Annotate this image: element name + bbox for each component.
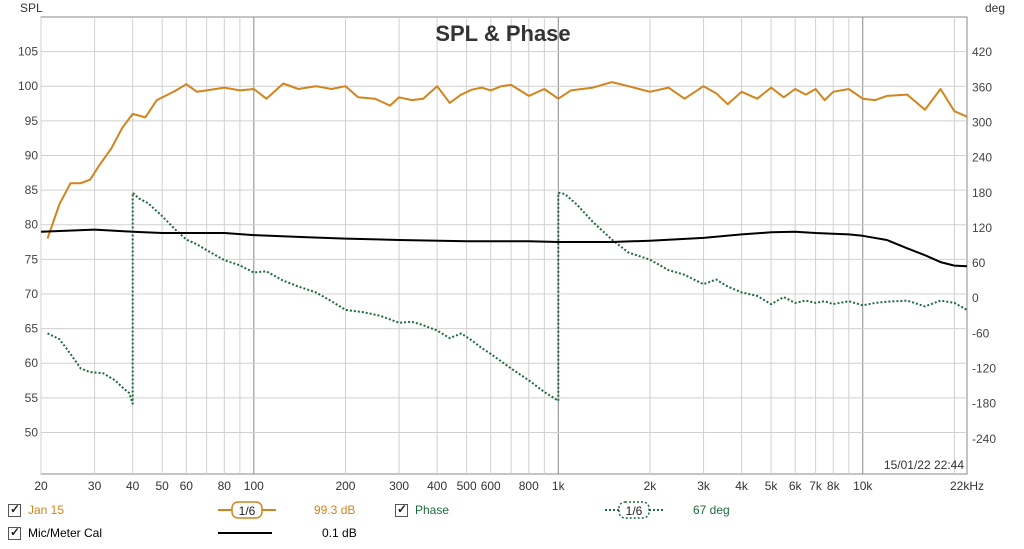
right-tick-label: 120: [972, 221, 992, 235]
x-tick-label: 100: [244, 479, 264, 493]
left-tick-label: 70: [25, 287, 39, 301]
legend-row-jan15: ✓ Jan 15 1/6 99.3 dB ✓ Phase 1/6 67 deg: [0, 500, 1024, 522]
left-tick-label: 55: [25, 391, 39, 405]
x-tick-label: 5k: [765, 479, 779, 493]
right-tick-label: 180: [972, 186, 992, 200]
left-tick-label: 100: [18, 79, 38, 93]
mic-cal-label: Mic/Meter Cal: [28, 526, 103, 540]
left-tick-label: 85: [25, 183, 39, 197]
phase-smoothing-swatch[interactable]: 1/6: [605, 500, 663, 520]
mic-cal-checkbox[interactable]: ✓: [8, 525, 21, 540]
x-tick-label: 400: [427, 479, 447, 493]
left-tick-label: 75: [25, 252, 39, 266]
series-mic-meter-cal-line: [40, 228, 968, 268]
x-tick-label: 600: [481, 479, 501, 493]
x-tick-label: 1k: [552, 479, 566, 493]
x-tick-label: 30: [88, 479, 102, 493]
mic-cal-value: 0.1 dB: [322, 526, 357, 540]
x-tick-label: 2k: [644, 479, 658, 493]
phase-value: 67 deg: [693, 503, 730, 517]
x-tick-label: 4k: [735, 479, 749, 493]
x-tick-label: 80: [218, 479, 232, 493]
jan15-checkbox[interactable]: ✓: [8, 502, 21, 517]
phase-smoothing-label: 1/6: [626, 504, 643, 518]
x-tick-label: 3k: [697, 479, 711, 493]
x-tick-label: 22kHz: [950, 479, 984, 493]
x-tick-label: 10k: [853, 479, 873, 493]
legend: ✓ Jan 15 1/6 99.3 dB ✓ Phase 1/6 67 deg …: [0, 497, 1024, 549]
phase-checkbox[interactable]: ✓: [395, 502, 408, 517]
right-tick-label: -240: [972, 432, 996, 446]
x-tick-label: 40: [126, 479, 140, 493]
x-tick-label: 8k: [827, 479, 841, 493]
x-tick-label: 500: [457, 479, 477, 493]
left-tick-label: 90: [25, 148, 39, 162]
timestamp: 15/01/22 22:44: [884, 458, 964, 472]
x-tick-label: 200: [335, 479, 355, 493]
left-tick-label: 65: [25, 322, 39, 336]
grid: [40, 17, 967, 474]
jan15-value: 99.3 dB: [314, 503, 356, 517]
left-tick-label: 105: [18, 45, 38, 59]
right-tick-label: 360: [972, 80, 992, 94]
x-tick-label: 800: [519, 479, 539, 493]
mic-cal-swatch[interactable]: [218, 523, 276, 543]
spl-phase-chart[interactable]: 1051009590858075706560555042036030024018…: [0, 0, 1024, 497]
x-tick-label: 20: [34, 479, 48, 493]
x-tick-label: 7k: [809, 479, 823, 493]
x-tick-label: 6k: [789, 479, 803, 493]
right-tick-label: 300: [972, 115, 992, 129]
left-axis-label: SPL: [20, 1, 43, 15]
right-tick-label: 0: [972, 291, 979, 305]
left-tick-label: 50: [25, 425, 39, 439]
right-tick-label: -60: [972, 326, 990, 340]
chart-title: SPL & Phase: [435, 21, 570, 46]
jan15-smoothing-swatch[interactable]: 1/6: [218, 500, 276, 520]
x-tick-label: 50: [155, 479, 169, 493]
jan15-label: Jan 15: [28, 503, 65, 517]
right-tick-label: -120: [972, 362, 996, 376]
left-tick-label: 95: [25, 114, 39, 128]
right-axis-label: deg: [985, 1, 1005, 15]
jan15-smoothing-label: 1/6: [239, 504, 256, 518]
right-tick-label: 60: [972, 256, 986, 270]
right-tick-label: 240: [972, 151, 992, 165]
right-tick-label: 420: [972, 45, 992, 59]
left-tick-label: 80: [25, 218, 39, 232]
phase-label: Phase: [415, 503, 450, 517]
x-tick-label: 300: [389, 479, 409, 493]
left-tick-label: 60: [25, 356, 39, 370]
right-tick-label: -180: [972, 397, 996, 411]
series-phase-line: [47, 191, 968, 405]
legend-row-mic-cal: ✓ Mic/Meter Cal 0.1 dB: [0, 523, 1024, 545]
series-jan-15-line: [46, 81, 968, 239]
x-tick-label: 60: [180, 479, 194, 493]
